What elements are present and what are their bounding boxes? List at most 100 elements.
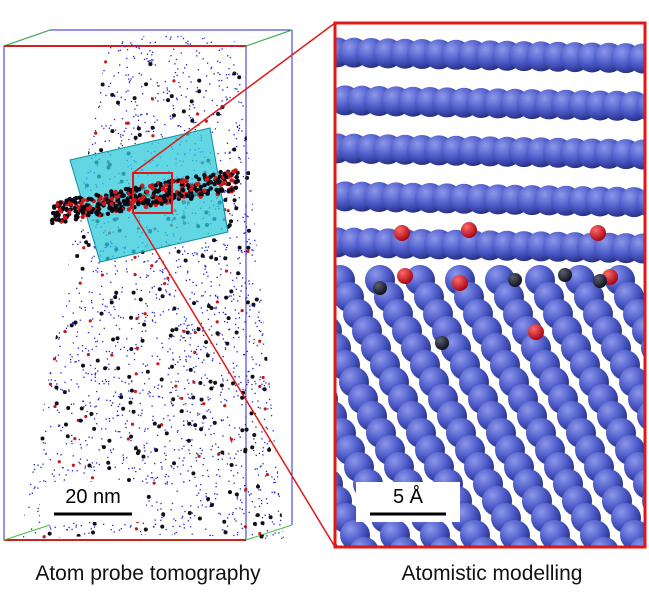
- atom: [193, 469, 223, 499]
- ion: [168, 367, 171, 370]
- ion: [241, 50, 243, 53]
- ion: [63, 525, 65, 527]
- ion: [126, 338, 128, 340]
- ion: [124, 381, 127, 384]
- ion: [286, 445, 287, 446]
- ion: [170, 55, 172, 57]
- ion: [76, 287, 78, 290]
- ion: [252, 342, 255, 345]
- ion: [240, 449, 242, 451]
- ion: [103, 536, 105, 538]
- ion: [29, 220, 32, 222]
- ion: [164, 446, 166, 448]
- ion: [101, 54, 104, 56]
- ion: [53, 475, 55, 477]
- ion: [23, 514, 25, 516]
- ion: [221, 100, 223, 102]
- solute-ion: [116, 100, 121, 105]
- ion: [180, 52, 182, 54]
- solute-ion: [64, 206, 69, 212]
- ion: [16, 183, 17, 184]
- ion: [203, 457, 205, 459]
- ion: [128, 432, 131, 434]
- ion: [30, 235, 32, 237]
- ion: [208, 328, 210, 331]
- ion: [32, 84, 34, 87]
- ion: [145, 130, 147, 133]
- ion: [172, 117, 174, 119]
- ion: [119, 393, 121, 396]
- atom: [305, 133, 335, 163]
- ion: [235, 122, 238, 124]
- ion: [105, 350, 108, 353]
- solute-ion: [110, 129, 115, 134]
- solute-ion: [86, 212, 91, 218]
- solute-ion: [147, 184, 153, 189]
- ion: [121, 380, 123, 383]
- ion: [221, 388, 224, 390]
- ion: [270, 58, 272, 60]
- ion: [169, 293, 171, 295]
- ion: [135, 471, 137, 473]
- ion: [103, 70, 105, 72]
- ion: [95, 341, 97, 343]
- ion: [274, 410, 277, 413]
- ion: [62, 50, 65, 52]
- solute-ion: [206, 496, 211, 501]
- ion: [241, 404, 243, 406]
- ion: [159, 533, 161, 536]
- ion: [185, 96, 187, 98]
- ion: [289, 54, 290, 55]
- solute-ion: [172, 306, 177, 311]
- ion: [42, 102, 44, 104]
- ion: [24, 265, 26, 268]
- ion: [201, 253, 203, 255]
- ion: [54, 526, 56, 528]
- ion: [210, 41, 212, 43]
- ion: [67, 469, 69, 471]
- solute-ion: [64, 138, 69, 143]
- atom: [206, 418, 236, 448]
- ion: [153, 479, 155, 481]
- solute-ion: [216, 177, 221, 182]
- ion: [64, 176, 66, 178]
- ion: [217, 297, 219, 299]
- ion: [157, 92, 159, 95]
- ion: [283, 231, 284, 234]
- ion: [119, 49, 121, 51]
- zoom-box: [132, 172, 173, 214]
- solute-ion: [250, 445, 255, 450]
- ion: [195, 457, 197, 459]
- solute-ion: [135, 200, 141, 205]
- ion: [218, 512, 220, 514]
- ion: [156, 82, 158, 84]
- solute-ion: [279, 435, 284, 440]
- solute-ion: [159, 201, 164, 206]
- solute-ion: [145, 189, 150, 194]
- ion: [69, 193, 71, 196]
- ion: [260, 241, 262, 243]
- solute-ion: [259, 534, 264, 539]
- solute-ion: [146, 494, 151, 499]
- atom: [628, 384, 644, 414]
- ion: [200, 377, 203, 379]
- solute-ion: [47, 177, 52, 182]
- ion: [52, 128, 54, 131]
- ion: [187, 40, 189, 42]
- ion: [33, 275, 36, 277]
- ion: [268, 386, 271, 388]
- ion: [39, 150, 41, 152]
- ion: [147, 456, 149, 458]
- ion: [158, 85, 160, 87]
- ion: [40, 355, 43, 358]
- ion: [235, 288, 238, 290]
- ion: [27, 171, 29, 173]
- ion: [181, 517, 183, 519]
- ion: [285, 173, 286, 174]
- solute-ion: [170, 328, 175, 333]
- ion: [38, 331, 41, 333]
- ion: [289, 147, 290, 148]
- ion: [18, 326, 19, 327]
- ion: [189, 298, 191, 300]
- ion: [163, 99, 165, 101]
